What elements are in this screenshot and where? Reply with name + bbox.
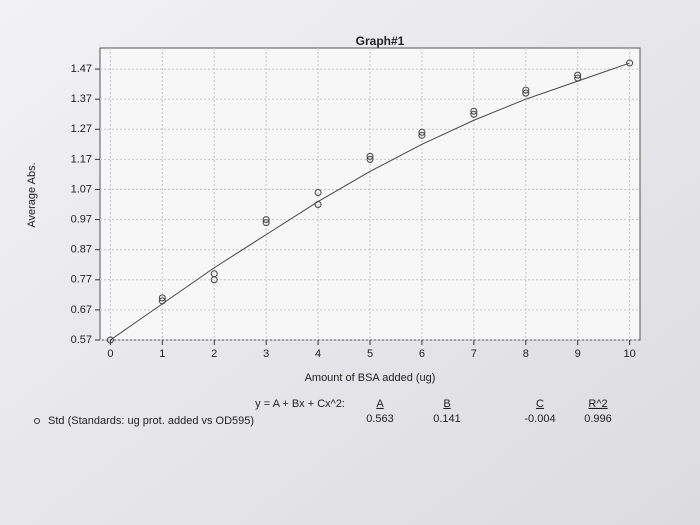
data-point <box>626 59 634 67</box>
fit-line <box>110 62 630 341</box>
data-point <box>262 219 270 227</box>
x-tick-label: 6 <box>419 348 425 360</box>
x-tick-label: 10 <box>623 348 635 360</box>
data-point <box>158 294 166 302</box>
y-tick-label: 0.57 <box>71 334 92 346</box>
data-point <box>470 107 478 115</box>
y-tick-label: 0.67 <box>71 304 92 316</box>
x-tick-label: 3 <box>263 348 269 360</box>
y-tick-label: 1.37 <box>71 93 92 105</box>
coefficient-value: 0.141 <box>433 413 461 425</box>
data-point <box>418 131 426 139</box>
data-point <box>574 74 582 82</box>
data-point <box>314 201 322 209</box>
data-point <box>574 71 582 79</box>
x-tick-label: 4 <box>315 348 321 360</box>
x-tick-label: 8 <box>523 348 529 360</box>
coefficient-header: R^2 <box>588 398 607 410</box>
coefficient-value: 0.996 <box>584 413 612 425</box>
y-tick-label: 1.07 <box>71 183 92 195</box>
data-point <box>366 155 374 163</box>
y-tick-label: 1.17 <box>71 153 92 165</box>
x-axis-label: Amount of BSA added (ug) <box>305 372 436 384</box>
x-tick-label: 9 <box>575 348 581 360</box>
y-axis-label: Average Abs. <box>26 162 38 227</box>
y-tick-label: 0.77 <box>71 274 92 286</box>
y-tick-label: 0.87 <box>71 244 92 256</box>
data-point <box>470 110 478 118</box>
data-point <box>158 297 166 305</box>
coefficient-header: B <box>443 398 450 410</box>
data-point <box>106 336 114 344</box>
equation: y = A + Bx + Cx^2: <box>255 398 345 410</box>
data-point <box>418 128 426 136</box>
coefficient-header: A <box>376 398 384 410</box>
x-tick-label: 1 <box>159 348 165 360</box>
x-tick-label: 2 <box>211 348 217 360</box>
data-point <box>210 270 218 278</box>
x-tick-label: 5 <box>367 348 373 360</box>
data-point <box>366 152 374 160</box>
data-point <box>314 188 322 196</box>
y-tick-label: 1.27 <box>71 123 92 135</box>
x-tick-label: 7 <box>471 348 477 360</box>
data-point <box>522 86 530 94</box>
x-tick-label: 0 <box>107 348 113 360</box>
coefficient-value: 0.563 <box>366 413 394 425</box>
legend-marker <box>34 418 40 424</box>
y-tick-label: 1.47 <box>71 63 92 75</box>
legend-label: Std (Standards: ug prot. added vs OD595) <box>48 415 254 427</box>
coefficient-value: -0.004 <box>524 413 555 425</box>
data-point <box>262 216 270 224</box>
data-point <box>522 89 530 97</box>
coefficient-header: C <box>536 398 544 410</box>
chart-title: Graph#1 <box>356 34 405 48</box>
y-tick-label: 0.97 <box>71 213 92 225</box>
